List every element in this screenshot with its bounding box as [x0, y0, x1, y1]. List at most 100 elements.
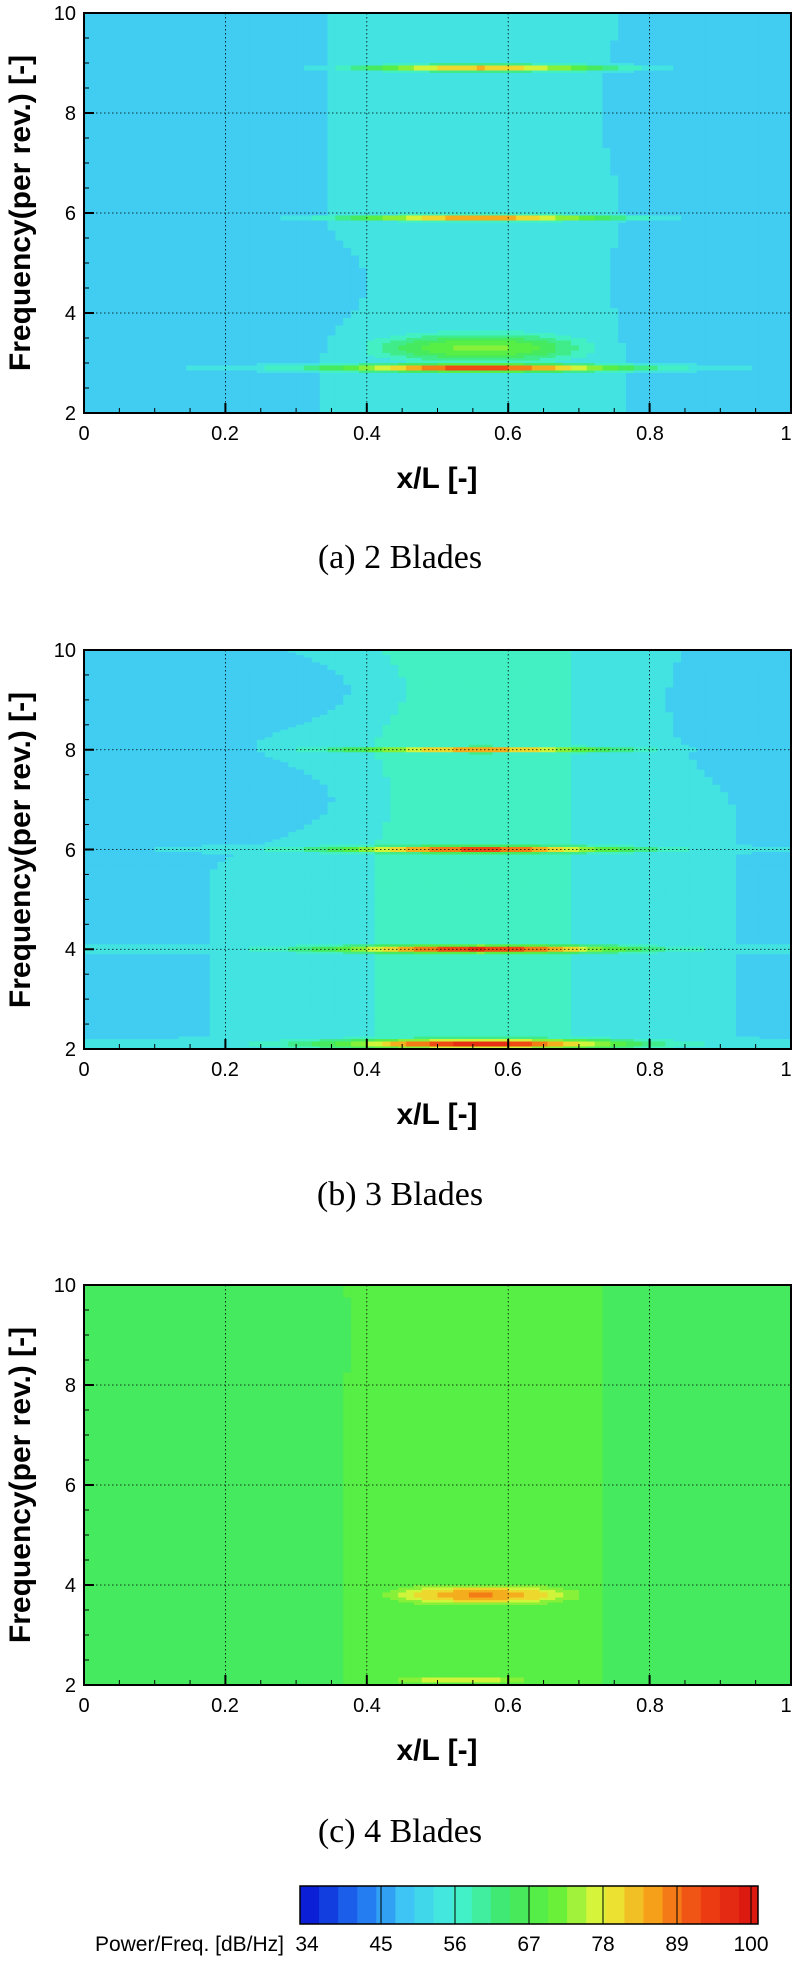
heatmap-cell: [193, 83, 203, 87]
heatmap-cell: [241, 93, 250, 97]
heatmap-cell: [578, 83, 588, 87]
heatmap-cell: [531, 50, 541, 54]
heatmap-cell: [500, 95, 509, 99]
heatmap-cell: [138, 40, 148, 44]
heatmap-cell: [484, 148, 494, 152]
heatmap-cell: [618, 50, 627, 54]
heatmap-cell: [743, 138, 753, 142]
heatmap-cell: [681, 133, 690, 137]
heatmap-cell: [461, 58, 470, 62]
heatmap-cell: [107, 110, 117, 114]
heatmap-cell: [225, 148, 234, 152]
heatmap-cell: [626, 113, 635, 117]
heatmap-cell: [131, 103, 140, 107]
heatmap-cell: [217, 15, 226, 19]
heatmap-cell: [335, 70, 344, 74]
heatmap-cell: [492, 38, 501, 42]
heatmap-cell: [578, 123, 588, 127]
heatmap-cell: [767, 43, 776, 47]
heatmap-cell: [626, 110, 635, 114]
heatmap-cell: [720, 90, 729, 94]
heatmap-cell: [673, 23, 682, 27]
heatmap-cell: [280, 108, 289, 112]
heatmap-cell: [578, 30, 588, 34]
heatmap-cell: [303, 98, 313, 102]
heatmap-cell: [602, 93, 611, 97]
heatmap-cell: [107, 133, 117, 137]
heatmap-cell: [233, 30, 242, 34]
heatmap-cell: [178, 75, 187, 79]
heatmap-cell: [91, 63, 101, 67]
heatmap-cell: [500, 120, 509, 124]
heatmap-cell: [728, 93, 737, 97]
heatmap-cell: [704, 65, 714, 69]
heatmap-cell: [468, 120, 478, 124]
heatmap-cell: [311, 125, 321, 129]
heatmap-cell: [602, 125, 611, 129]
heatmap-cell: [461, 25, 470, 29]
heatmap-cell: [241, 35, 250, 39]
heatmap-cell: [406, 118, 415, 122]
heatmap-cell: [311, 150, 321, 154]
heatmap-cell: [437, 70, 446, 74]
heatmap-cell: [437, 105, 446, 109]
heatmap-cell: [390, 85, 399, 89]
heatmap-cell: [516, 143, 525, 147]
heatmap-cell: [123, 95, 132, 99]
heatmap-cell: [264, 110, 274, 114]
heatmap-cell: [319, 18, 329, 22]
heatmap-cell: [146, 35, 156, 39]
heatmap-cell: [146, 148, 156, 152]
heatmap-cell: [500, 110, 509, 114]
heatmap-cell: [594, 45, 604, 49]
heatmap-cell: [303, 68, 313, 72]
heatmap-cell: [508, 80, 517, 84]
heatmap-cell: [657, 100, 666, 104]
heatmap-cell: [751, 128, 761, 132]
heatmap-cell: [398, 68, 407, 72]
heatmap-cell: [272, 110, 281, 114]
heatmap-cell: [264, 65, 274, 69]
heatmap-cell: [476, 120, 486, 124]
heatmap-cell: [712, 130, 721, 134]
heatmap-cell: [759, 115, 769, 119]
heatmap-cell: [296, 98, 305, 102]
heatmap-cell: [508, 18, 517, 22]
heatmap-cell: [523, 30, 533, 34]
heatmap-cell: [492, 33, 501, 37]
heatmap-cell: [751, 48, 761, 52]
heatmap-cell: [91, 143, 101, 147]
heatmap-cell: [696, 125, 706, 129]
heatmap-cell: [578, 88, 588, 92]
heatmap-cell: [759, 73, 769, 77]
heatmap-cell: [264, 18, 274, 22]
heatmap-cell: [508, 123, 517, 127]
heatmap-cell: [578, 130, 588, 134]
heatmap-cell: [209, 100, 219, 104]
heatmap-cell: [626, 143, 635, 147]
heatmap-cell: [170, 33, 179, 37]
heatmap-cell: [288, 118, 297, 122]
heatmap-cell: [390, 58, 399, 62]
heatmap-cell: [751, 93, 761, 97]
heatmap-cell: [256, 18, 266, 22]
heatmap-cell: [272, 35, 281, 39]
heatmap-cell: [162, 130, 172, 134]
heatmap-cell: [162, 83, 172, 87]
heatmap-cell: [358, 133, 368, 137]
heatmap-cell: [775, 88, 784, 92]
heatmap-cell: [311, 140, 321, 144]
heatmap-cell: [256, 75, 266, 79]
heatmap-cell: [618, 105, 627, 109]
heatmap-cell: [233, 20, 242, 24]
heatmap-cell: [327, 143, 336, 147]
heatmap-cell: [429, 30, 439, 34]
heatmap-cell: [296, 100, 305, 104]
heatmap-cell: [366, 113, 376, 117]
heatmap-cell: [217, 95, 226, 99]
heatmap-cell: [366, 108, 376, 112]
heatmap-cell: [374, 18, 384, 22]
heatmap-cell: [154, 13, 164, 17]
heatmap-cell: [468, 145, 478, 149]
heatmap-cell: [193, 80, 203, 84]
